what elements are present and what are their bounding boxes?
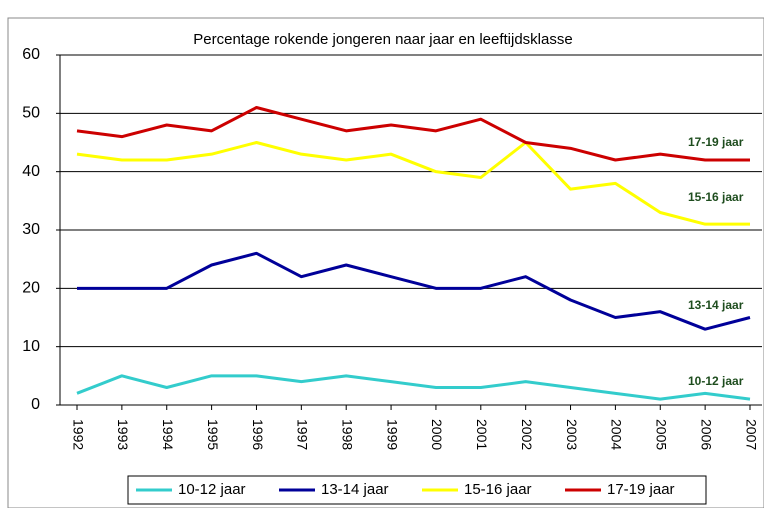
- x-tick-label: 2001: [474, 419, 490, 450]
- series-line: [77, 251, 751, 331]
- series-end-label: 13-14 jaar: [688, 298, 744, 312]
- y-tick-label: 40: [22, 163, 40, 180]
- x-tick-label: 2004: [609, 419, 625, 450]
- series-end-label: 10-12 jaar: [688, 374, 744, 388]
- series-line: [76, 141, 750, 226]
- series-end-label: 15-16 jaar: [688, 190, 744, 204]
- x-tick-label: 2003: [564, 419, 580, 450]
- chart-frame: [7, 17, 764, 508]
- x-tick-label: 1995: [205, 419, 221, 450]
- series-line: [76, 374, 751, 401]
- x-tick-label: 2002: [519, 419, 535, 450]
- legend-label: 15-16 jaar: [464, 481, 532, 498]
- series-line: [76, 106, 750, 162]
- x-tick-label: 2006: [698, 419, 714, 450]
- x-tick-label: 1999: [384, 419, 400, 450]
- x-tick-label: 1994: [160, 419, 176, 450]
- legend-label: 10-12 jaar: [178, 481, 246, 498]
- x-tick-label: 1992: [70, 419, 86, 450]
- y-tick-label: 50: [22, 105, 40, 122]
- x-tick-label: 1993: [115, 419, 131, 450]
- y-tick-label: 30: [22, 221, 40, 238]
- series-end-label: 17-19 jaar: [688, 135, 744, 149]
- legend-box: [127, 475, 707, 505]
- x-tick-label: 1996: [250, 419, 266, 450]
- x-tick-label: 1997: [295, 419, 311, 450]
- x-tick-label: 2007: [743, 419, 759, 450]
- x-tick-label: 1998: [339, 419, 355, 450]
- chart-title: Percentage rokende jongeren naar jaar en…: [193, 31, 572, 48]
- x-tick-label: 2005: [654, 419, 670, 450]
- y-tick-label: 0: [31, 396, 40, 413]
- legend: 10-12 jaar 13-14 jaar 15-16 jaar 17-19 jaar: [127, 475, 707, 505]
- y-tick-label: 60: [22, 46, 40, 63]
- y-tick-label: 20: [22, 280, 40, 297]
- legend-label: 13-14 jaar: [321, 481, 389, 498]
- y-tick-label: 10: [22, 338, 40, 355]
- legend-label: 17-19 jaar: [607, 481, 675, 498]
- x-tick-label: 2000: [429, 419, 445, 450]
